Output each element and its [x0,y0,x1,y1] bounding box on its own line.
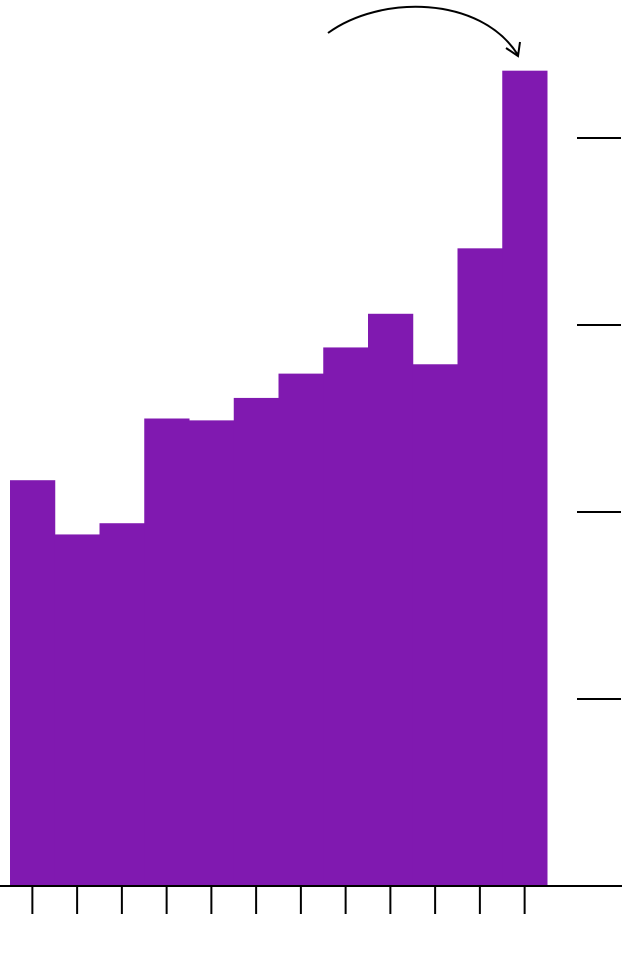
bar [368,313,414,886]
bar [99,523,145,886]
bar [323,347,369,886]
bar [233,397,279,886]
bar [189,420,235,886]
bar [10,480,56,886]
bar [278,373,324,886]
bar [54,534,100,886]
arrow-head [505,41,521,58]
bar [412,364,458,886]
bar [457,248,503,886]
bar [502,70,548,887]
bar [144,418,190,886]
annotation-arrow [327,5,519,56]
